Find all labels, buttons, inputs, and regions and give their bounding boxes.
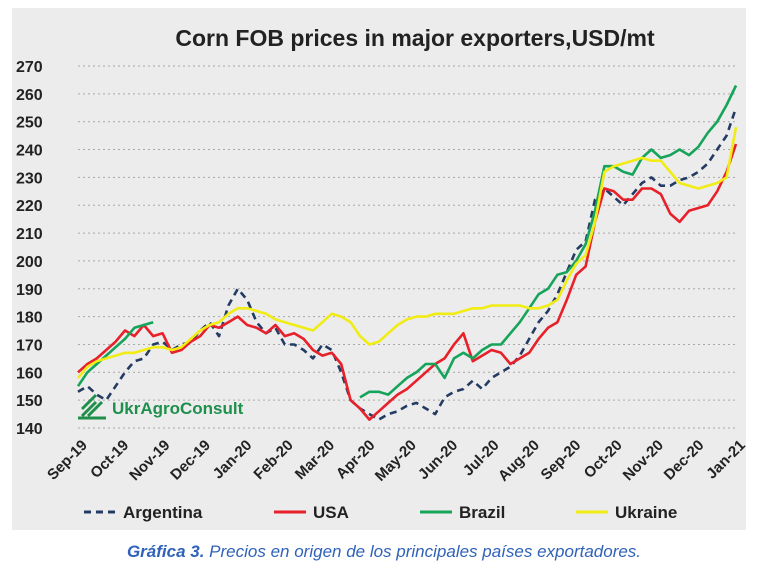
figure-caption: Gráfica 3. Precios en origen de los prin… bbox=[0, 542, 768, 562]
y-axis-tick-labels: 140 150 160 170 180 190 200 210 220 230 240 250 260 2… bbox=[16, 59, 43, 438]
legend-label-brazil: Brazil bbox=[459, 503, 505, 522]
y-tick-label: 190 bbox=[16, 282, 43, 299]
x-tick-label: Nov-19 bbox=[126, 437, 173, 484]
caption-bold: Gráfica 3. bbox=[126, 542, 205, 561]
gridlines bbox=[78, 65, 736, 429]
y-tick-label: 230 bbox=[16, 170, 43, 187]
x-tick-label: May-20 bbox=[372, 437, 420, 485]
x-tick-label: Oct-20 bbox=[581, 437, 626, 482]
series-line-argentina bbox=[77, 107, 738, 421]
legend-item-argentina: Argentina bbox=[84, 503, 203, 522]
logo-text: UkrAgroConsult bbox=[112, 399, 244, 418]
x-tick-label: Dec-19 bbox=[167, 437, 214, 484]
x-tick-label: Oct-19 bbox=[87, 437, 132, 482]
x-tick-label: Jan-20 bbox=[210, 437, 256, 483]
legend-label-ukraine: Ukraine bbox=[615, 503, 677, 522]
x-tick-label: Nov-20 bbox=[620, 437, 667, 484]
series-line-brazil bbox=[76, 84, 738, 399]
y-tick-label: 180 bbox=[16, 310, 43, 327]
y-tick-label: 170 bbox=[16, 337, 43, 354]
chart-title: Corn FOB prices in major exporters,USD/m… bbox=[175, 25, 655, 51]
y-tick-label: 270 bbox=[16, 59, 43, 76]
y-tick-label: 250 bbox=[16, 115, 43, 132]
series-lines bbox=[76, 84, 738, 421]
y-tick-label: 210 bbox=[16, 226, 43, 243]
x-tick-label: Feb-20 bbox=[250, 437, 296, 483]
x-tick-label: Sep-20 bbox=[538, 437, 585, 484]
y-tick-label: 220 bbox=[16, 198, 43, 215]
chart-svg: Corn FOB prices in major exporters,USD/m… bbox=[16, 25, 746, 522]
x-tick-label: Aug-20 bbox=[495, 437, 543, 485]
x-tick-label: Apr-20 bbox=[333, 437, 379, 483]
series-line-ukraine bbox=[77, 127, 738, 379]
x-tick-label: Sep-19 bbox=[44, 437, 91, 484]
y-tick-label: 260 bbox=[16, 87, 43, 104]
legend-item-brazil: Brazil bbox=[420, 503, 505, 522]
legend: Argentina USA Brazil Ukraine bbox=[84, 503, 677, 522]
x-tick-label: Mar-20 bbox=[292, 437, 338, 483]
x-tick-label: Dec-20 bbox=[661, 437, 708, 484]
logo-icon bbox=[78, 393, 106, 420]
x-tick-label: Jun-20 bbox=[415, 437, 461, 483]
legend-item-usa: USA bbox=[274, 503, 349, 522]
y-tick-label: 160 bbox=[16, 365, 43, 382]
x-axis-tick-labels: Sep-19Oct-19Nov-19Dec-19Jan-20Feb-20Mar-… bbox=[44, 437, 746, 485]
series-line-usa bbox=[77, 143, 738, 421]
y-tick-label: 150 bbox=[16, 393, 43, 410]
chart-area: Corn FOB prices in major exporters,USD/m… bbox=[12, 8, 746, 530]
ukragroconsult-logo: UkrAgroConsult bbox=[78, 393, 244, 420]
y-tick-label: 240 bbox=[16, 143, 43, 160]
legend-label-argentina: Argentina bbox=[123, 503, 203, 522]
caption-text: Precios en origen de los principales paí… bbox=[204, 542, 642, 561]
legend-label-usa: USA bbox=[313, 503, 349, 522]
y-tick-label: 140 bbox=[16, 421, 43, 438]
legend-item-ukraine: Ukraine bbox=[576, 503, 677, 522]
y-tick-label: 200 bbox=[16, 254, 43, 271]
x-tick-label: Jan-21 bbox=[703, 437, 746, 483]
